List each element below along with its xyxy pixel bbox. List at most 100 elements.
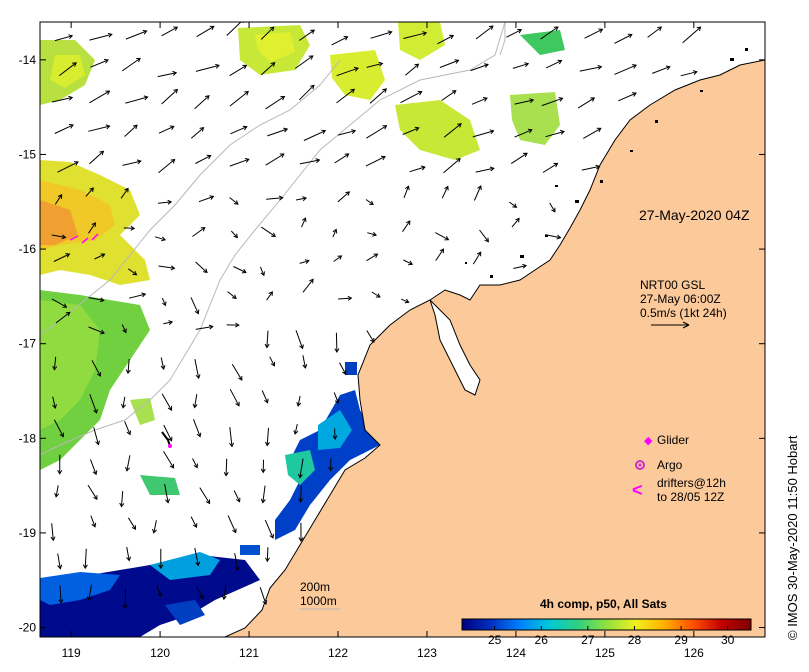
plot-frame (39, 21, 766, 638)
current-arrow (443, 158, 461, 174)
current-arrowhead (553, 26, 559, 31)
current-arrowhead (439, 248, 445, 254)
current-arrowhead (477, 185, 482, 190)
current-arrowhead (556, 234, 562, 240)
current-arrowhead (342, 370, 347, 376)
land-mass (224, 59, 765, 637)
current-arrow (299, 84, 315, 101)
current-arrow (371, 291, 381, 298)
current-arrowhead (130, 225, 136, 231)
current-arrowhead (414, 63, 420, 69)
current-arrowhead (57, 564, 63, 570)
current-arrowhead (244, 158, 250, 163)
current-arrowhead (105, 90, 111, 95)
current-arrowhead (527, 128, 533, 134)
current-arrowhead (476, 251, 482, 257)
current-arrow (542, 162, 558, 173)
current-arrowhead (229, 442, 235, 448)
current-arrowhead (125, 466, 130, 472)
current-arrow (94, 253, 105, 260)
current-arrow (302, 355, 306, 368)
current-arrowhead (382, 88, 388, 93)
current-arrowhead (167, 199, 173, 205)
current-arrowhead (167, 436, 173, 442)
current-arrowhead (160, 365, 166, 370)
current-arrowhead (334, 348, 340, 353)
current-arrow (369, 88, 387, 104)
current-arrow (161, 26, 178, 37)
current-arrow (260, 26, 275, 40)
current-arrow (337, 191, 350, 203)
current-arrowhead (315, 158, 321, 164)
current-arrow (680, 71, 697, 77)
current-arrowhead (169, 463, 175, 469)
current-arrow (125, 96, 148, 104)
current-arrow (470, 64, 489, 72)
current-arrowhead (119, 502, 125, 508)
current-arrowhead (194, 309, 200, 315)
current-arrow (437, 35, 454, 45)
current-arrowhead (596, 127, 602, 133)
current-arrow (402, 220, 411, 232)
current-arrow (400, 91, 422, 104)
current-arrowhead (238, 376, 243, 381)
current-arrow (161, 393, 172, 411)
current-arrowhead (192, 523, 198, 529)
current-arrowhead (241, 268, 247, 274)
current-arrowhead (205, 499, 211, 505)
x-tick-label: 121 (239, 646, 259, 660)
islands (465, 48, 748, 278)
current-arrow (234, 553, 239, 571)
current-arrowhead (208, 324, 214, 330)
current-arrow (51, 298, 67, 308)
current-arrowhead (296, 402, 302, 407)
current-arrowhead (264, 398, 269, 404)
current-arrowhead (170, 265, 176, 271)
current-arrowhead (375, 293, 381, 298)
current-arrowhead (231, 294, 237, 300)
current-arrowhead (223, 471, 229, 477)
current-arrow (584, 28, 603, 39)
current-arrow (614, 64, 637, 75)
current-arrowhead (627, 33, 633, 39)
drifter-tracks (69, 233, 99, 244)
current-arrowhead (142, 29, 148, 35)
current-arrow (334, 428, 336, 440)
current-arrow (190, 516, 197, 528)
current-arrow (124, 421, 131, 435)
date-label: 27-May-2020 04Z (639, 207, 750, 223)
current-arrow (190, 297, 199, 314)
current-arrowhead (260, 271, 265, 277)
current-arrow (163, 321, 173, 325)
current-arrowhead (169, 125, 175, 130)
credit-label: © IMOS 30-May-2020 11:50 Hobart (785, 435, 800, 640)
current-arrowhead (103, 58, 109, 64)
current-arrow (259, 587, 267, 605)
current-arrowhead (96, 372, 102, 377)
current-arrow (262, 485, 266, 503)
current-arrow (192, 227, 206, 237)
current-arrowhead (310, 29, 315, 35)
current-arrowhead (235, 401, 240, 407)
isobath-1000-label: 1000m (300, 594, 337, 608)
current-arrow (53, 419, 64, 437)
x-tick-label: 120 (150, 646, 170, 660)
x-tick-label: 119 (62, 646, 81, 660)
current-arrow (261, 390, 269, 403)
current-arrowhead (157, 591, 162, 597)
current-arrow (545, 131, 565, 138)
current-arrowhead (269, 26, 275, 32)
current-arrowhead (353, 66, 359, 72)
current-arrow (55, 485, 59, 497)
current-arrowhead (380, 155, 386, 161)
current-arrowhead (308, 55, 314, 60)
current-arrow (156, 585, 162, 597)
current-arrowhead (559, 129, 565, 135)
current-arrowhead (262, 600, 268, 606)
current-arrowhead (444, 185, 449, 191)
current-arrow (265, 153, 285, 166)
current-arrow (366, 62, 383, 68)
current-arrowhead (337, 255, 343, 260)
scale-arrow (651, 321, 690, 329)
current-arrowhead (99, 150, 105, 156)
